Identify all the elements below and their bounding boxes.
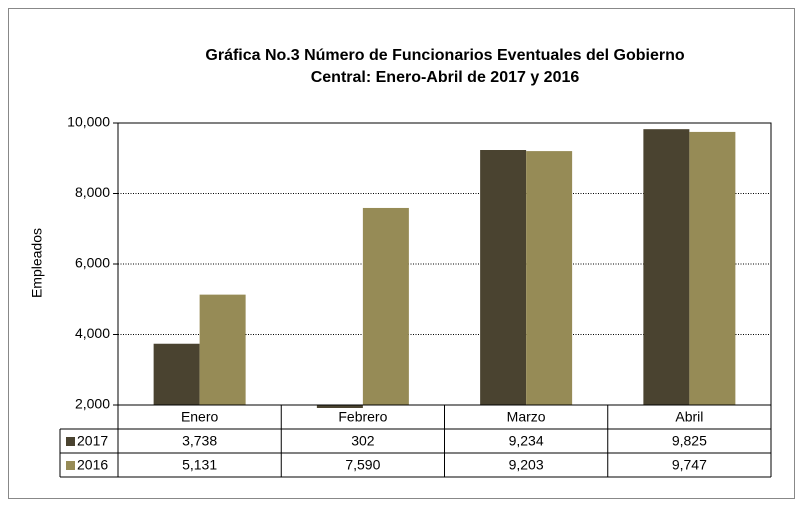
y-axis-label: Empleados	[29, 228, 45, 298]
y-tick-label: 10,000	[67, 114, 110, 130]
legend-label: 2017	[77, 433, 108, 449]
y-tick-label: 8,000	[75, 184, 110, 200]
table-value: 9,234	[509, 433, 544, 449]
bar	[316, 405, 363, 408]
bar	[643, 129, 690, 405]
table-value: 302	[351, 433, 375, 449]
x-tick-label: Enero	[181, 409, 219, 425]
bars	[153, 129, 736, 408]
legend-label: 2016	[77, 457, 108, 473]
x-tick-label: Abril	[675, 409, 703, 425]
chart-title: Central: Enero-Abril de 2017 y 2016	[311, 69, 580, 86]
y-tick-label: 2,000	[75, 396, 110, 412]
x-tick-label: Febrero	[338, 409, 387, 425]
bar	[689, 131, 736, 405]
bar	[199, 294, 246, 405]
x-tick-label: Marzo	[507, 409, 546, 425]
table-value: 3,738	[182, 433, 217, 449]
table-value: 7,590	[345, 457, 380, 473]
bar	[153, 343, 200, 405]
chart-title: Gráfica No.3 Número de Funcionarios Even…	[205, 47, 684, 64]
legend-swatch	[66, 461, 75, 470]
table-value: 9,203	[509, 457, 544, 473]
bar	[362, 207, 409, 405]
table-value: 9,825	[672, 433, 707, 449]
table-value: 5,131	[182, 457, 217, 473]
y-tick-label: 6,000	[75, 255, 110, 271]
y-tick-label: 4,000	[75, 325, 110, 341]
legend-swatch	[66, 437, 75, 446]
bar	[480, 150, 527, 405]
table-value: 9,747	[672, 457, 707, 473]
bar	[526, 151, 573, 405]
